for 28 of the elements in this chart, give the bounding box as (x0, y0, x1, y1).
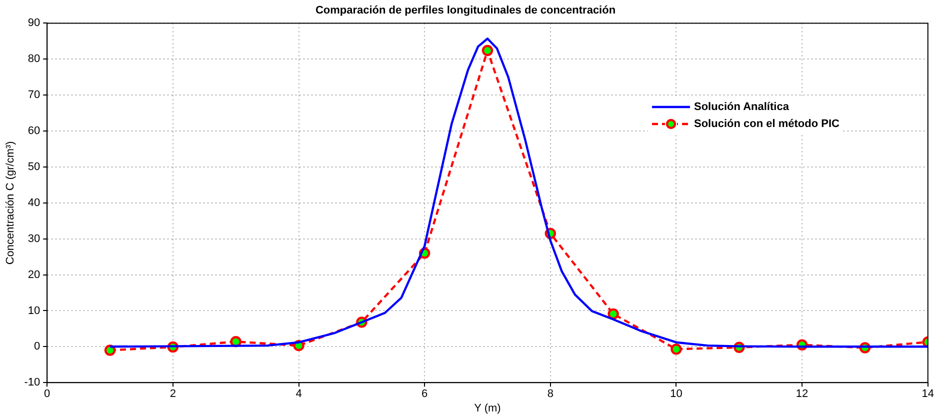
y-tick-label: 80 (28, 53, 40, 66)
y-tick-label: 60 (28, 125, 40, 138)
x-tick-label: 6 (422, 388, 428, 400)
point (608, 308, 619, 320)
y-tick-label: 10 (28, 304, 40, 317)
x-tick-label: 8 (547, 388, 554, 400)
legend-label: Solución Analítica (694, 100, 789, 112)
point (104, 344, 116, 356)
x-tick-label: 10 (670, 388, 682, 400)
y-axis-title: Concentración C (gr/cm³) (4, 141, 17, 265)
x-axis-title: Y (m) (474, 402, 501, 414)
y-tick-label: 30 (28, 232, 40, 245)
x-tick-label: 2 (170, 388, 176, 400)
y-tick-label: 90 (28, 17, 40, 30)
y-tick-label: 40 (28, 196, 40, 209)
y-tick-label: 0 (34, 340, 40, 353)
y-tick-label: 50 (28, 160, 40, 173)
x-tick-label: 14 (922, 388, 934, 400)
x-tick-label: 0 (44, 388, 50, 400)
y-tick-label: -10 (24, 376, 40, 389)
chart-title: Comparación de perfiles longitudinales de concentración (315, 4, 616, 17)
legend-label: Solución con el método PIC (694, 118, 840, 130)
x-tick-label: 12 (796, 388, 808, 400)
x-tick-label: 4 (296, 388, 302, 400)
y-tick-label: 20 (28, 268, 40, 281)
y-tick-label: 70 (28, 89, 40, 102)
point (670, 344, 682, 355)
point (482, 44, 494, 56)
